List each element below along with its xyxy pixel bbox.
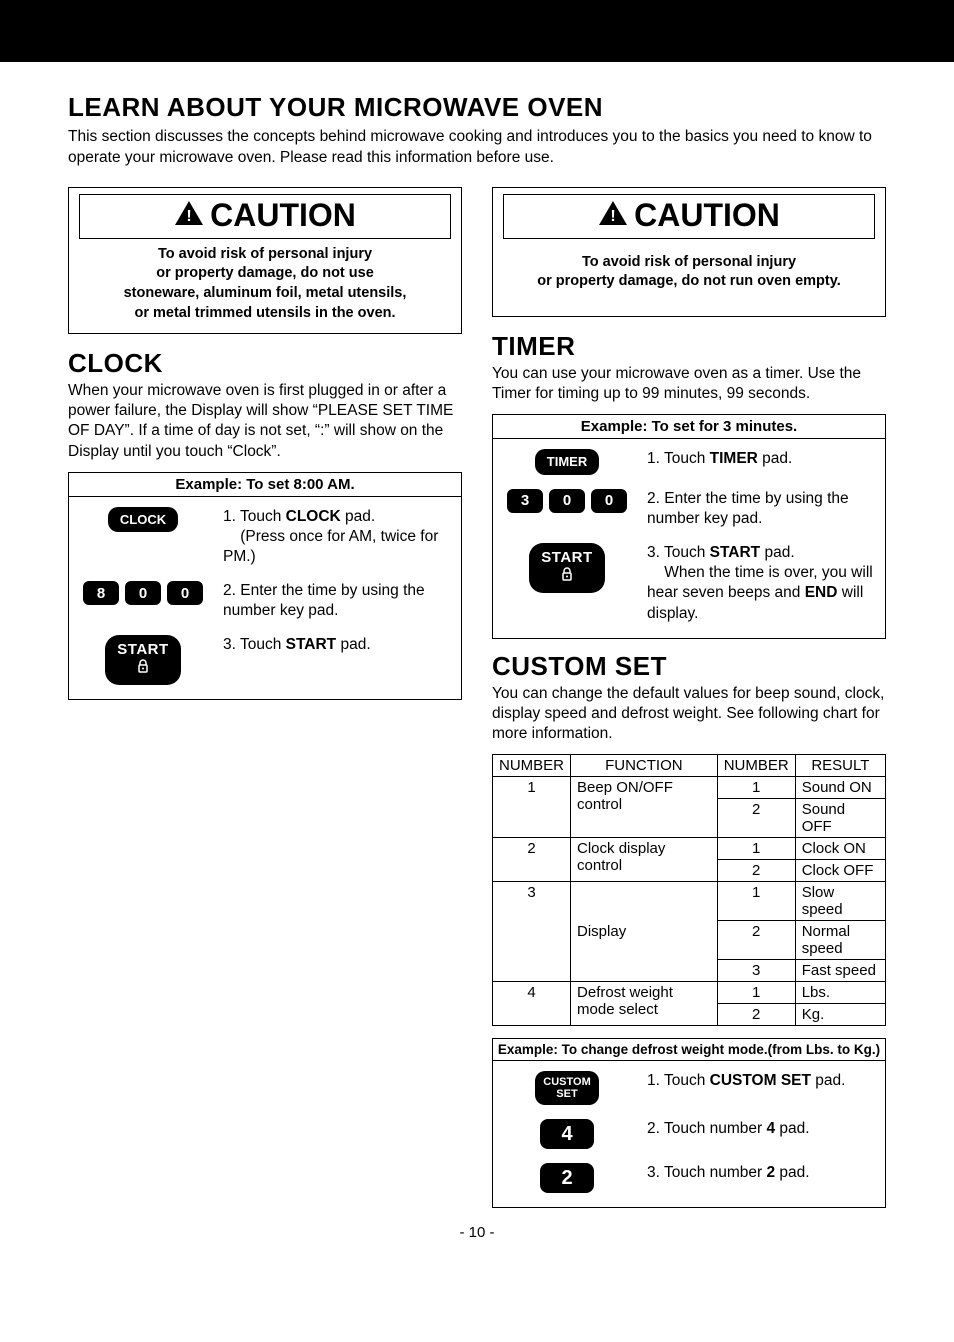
col-result: RESULT [795, 755, 885, 777]
caution-box-right: ! CAUTION To avoid risk of personal inju… [492, 187, 886, 317]
timer-step-2-text: 2. Enter the time by using the number ke… [647, 489, 875, 529]
timer-body: You can use your microwave oven as a tim… [492, 364, 886, 404]
caution-header-left: ! CAUTION [79, 194, 451, 239]
custom-set-example-box: Example: To change defrost weight mode.(… [492, 1038, 886, 1208]
cs-step-2-text: 2. Touch number 4 pad. [647, 1119, 875, 1139]
right-column: ! CAUTION To avoid risk of personal inju… [492, 187, 886, 1209]
caution-text-right: To avoid risk of personal injury or prop… [503, 245, 875, 306]
col-number2: NUMBER [717, 755, 795, 777]
timer-heading: TIMER [492, 331, 886, 362]
custom-set-heading: CUSTOM SET [492, 651, 886, 682]
clock-step-3: START 3. Touch START pad. [79, 635, 451, 685]
col-number1: NUMBER [493, 755, 571, 777]
clock-body: When your microwave oven is first plugge… [68, 381, 462, 462]
clock-step-2: 8 0 0 2. Enter the time by using the num… [79, 581, 451, 621]
lock-icon [135, 658, 151, 679]
key-0: 0 [167, 581, 203, 605]
clock-example-header: Example: To set 8:00 AM. [69, 473, 461, 497]
custom-set-table: NUMBER FUNCTION NUMBER RESULT 1 Beep ON/… [492, 754, 886, 1026]
caution-title: CAUTION [210, 197, 356, 234]
clock-step-1-text: 1. Touch CLOCK pad. (Press once for AM, … [223, 507, 451, 567]
clock-step-1: CLOCK 1. Touch CLOCK pad. (Press once fo… [79, 507, 451, 567]
main-heading: LEARN ABOUT YOUR MICROWAVE OVEN [68, 92, 886, 123]
key-3: 3 [507, 489, 543, 513]
custom-set-example-header: Example: To change defrost weight mode.(… [493, 1039, 885, 1061]
col-function: FUNCTION [571, 755, 718, 777]
cs-step-1: CUSTOM SET 1. Touch CUSTOM SET pad. [503, 1071, 875, 1105]
clock-heading: CLOCK [68, 348, 462, 379]
clock-step-2-text: 2. Enter the time by using the number ke… [223, 581, 451, 621]
cs-step-1-text: 1. Touch CUSTOM SET pad. [647, 1071, 875, 1091]
table-row: 1 Beep ON/OFF control 1 Sound ON [493, 777, 886, 799]
caution-header-right: ! CAUTION [503, 194, 875, 239]
start-pad-icon: START [105, 635, 181, 685]
keypad-300: 3 0 0 [507, 489, 627, 513]
warning-icon: ! [174, 197, 204, 234]
page-number: - 10 - [68, 1224, 886, 1241]
intro-text: This section discusses the concepts behi… [68, 127, 886, 169]
clock-example-box: Example: To set 8:00 AM. CLOCK 1. Touch … [68, 472, 462, 701]
caution-title: CAUTION [634, 197, 780, 234]
svg-text:!: ! [186, 208, 191, 225]
key-0: 0 [549, 489, 585, 513]
clock-step-3-text: 3. Touch START pad. [223, 635, 451, 655]
caution-text-left: To avoid risk of personal injury or prop… [79, 245, 451, 323]
timer-step-1-text: 1. Touch TIMER pad. [647, 449, 875, 469]
table-row: 3 Display 1 Slow speed [493, 882, 886, 921]
lock-icon [559, 566, 575, 587]
start-pad-icon: START [529, 543, 605, 593]
key-0: 0 [591, 489, 627, 513]
table-header-row: NUMBER FUNCTION NUMBER RESULT [493, 755, 886, 777]
table-row: 2 Clock display control 1 Clock ON [493, 838, 886, 860]
key-8: 8 [83, 581, 119, 605]
caution-box-left: ! CAUTION To avoid risk of personal inju… [68, 187, 462, 334]
header-black-bar [0, 0, 954, 62]
key-0: 0 [125, 581, 161, 605]
timer-pad-icon: TIMER [535, 449, 599, 475]
timer-step-3: START 3. Touch START pad. When the time … [503, 543, 875, 624]
key-2: 2 [540, 1163, 594, 1193]
timer-step-1: TIMER 1. Touch TIMER pad. [503, 449, 875, 475]
key-4: 4 [540, 1119, 594, 1149]
left-column: ! CAUTION To avoid risk of personal inju… [68, 187, 462, 1209]
cs-step-3: 2 3. Touch number 2 pad. [503, 1163, 875, 1193]
timer-example-box: Example: To set for 3 minutes. TIMER 1. … [492, 414, 886, 638]
cs-step-3-text: 3. Touch number 2 pad. [647, 1163, 875, 1183]
custom-set-pad-icon: CUSTOM SET [535, 1071, 598, 1105]
svg-text:!: ! [610, 208, 615, 225]
keypad-800: 8 0 0 [83, 581, 203, 605]
timer-step-3-text: 3. Touch START pad. When the time is ove… [647, 543, 875, 624]
timer-step-2: 3 0 0 2. Enter the time by using the num… [503, 489, 875, 529]
timer-example-header: Example: To set for 3 minutes. [493, 415, 885, 439]
custom-set-body: You can change the default values for be… [492, 684, 886, 744]
clock-pad-icon: CLOCK [108, 507, 178, 533]
page-content: LEARN ABOUT YOUR MICROWAVE OVEN This sec… [0, 62, 954, 1261]
table-row: 4 Defrost weight mode select 1 Lbs. [493, 982, 886, 1004]
cs-step-2: 4 2. Touch number 4 pad. [503, 1119, 875, 1149]
warning-icon: ! [598, 197, 628, 234]
